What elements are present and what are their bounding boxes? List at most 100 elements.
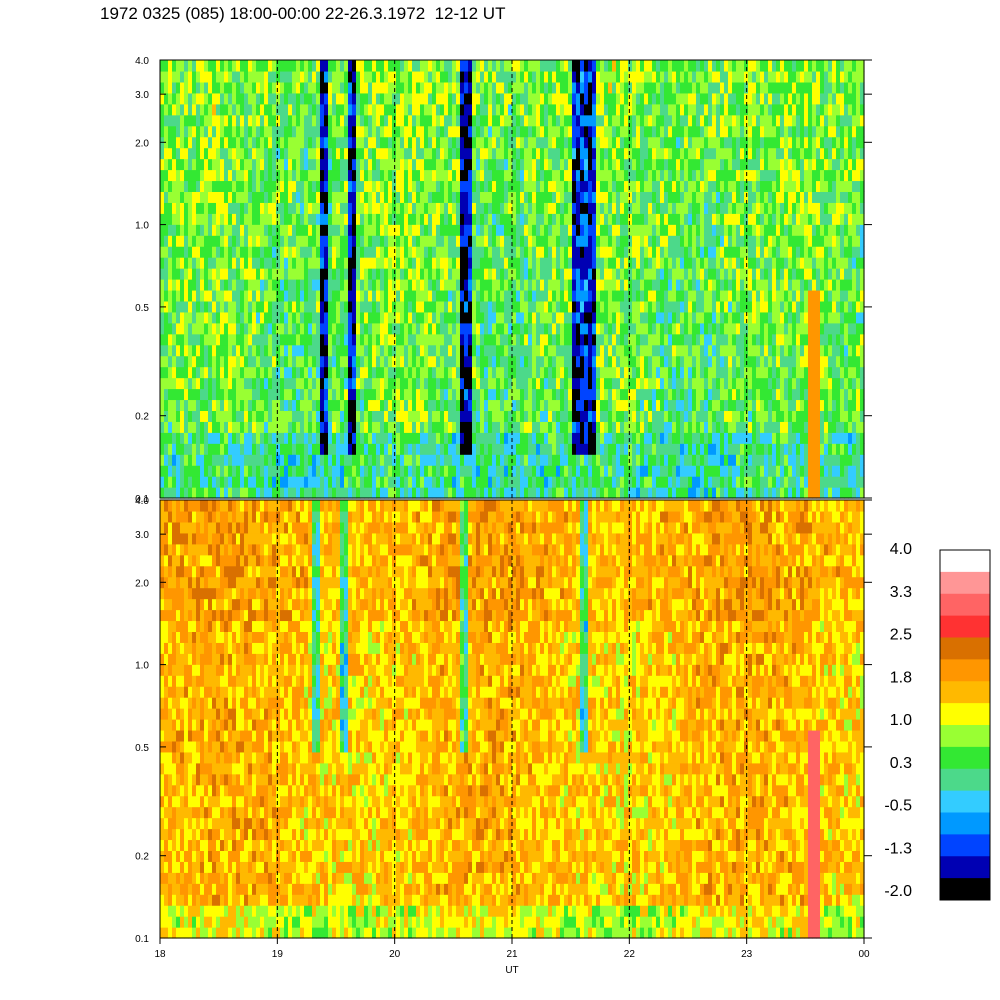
heatmap-cell xyxy=(456,432,461,444)
heatmap-cell xyxy=(612,125,617,138)
heatmap-cell xyxy=(308,388,313,401)
heatmap-cell xyxy=(336,443,341,455)
heatmap-cell xyxy=(304,158,309,171)
heatmap-cell xyxy=(436,136,441,149)
heatmap-cell xyxy=(288,70,293,83)
heatmap-cell xyxy=(596,147,601,160)
heatmap-cell xyxy=(344,421,349,433)
heatmap-cell xyxy=(480,92,485,105)
heatmap-cell xyxy=(232,279,237,291)
heatmap-cell xyxy=(556,213,561,225)
heatmap-cell xyxy=(640,421,645,433)
heatmap-cell xyxy=(568,114,573,127)
heatmap-cell xyxy=(640,202,645,214)
heatmap-cell xyxy=(592,60,597,72)
heatmap-cell xyxy=(344,257,349,269)
heatmap-cell xyxy=(328,169,333,182)
heatmap-cell xyxy=(444,81,449,94)
heatmap-cell xyxy=(628,443,633,455)
heatmap-cell xyxy=(168,235,173,247)
heatmap-cell xyxy=(420,388,425,401)
heatmap-cell xyxy=(396,246,401,258)
heatmap-cell xyxy=(360,60,365,72)
heatmap-cell xyxy=(392,366,397,379)
heatmap-cell xyxy=(584,311,589,324)
heatmap-cell xyxy=(292,136,297,149)
heatmap-cell xyxy=(472,487,477,499)
heatmap-cell xyxy=(288,81,293,94)
heatmap-cell xyxy=(268,114,273,127)
heatmap-cell xyxy=(240,235,245,247)
heatmap-cell xyxy=(516,279,521,291)
heatmap-cell xyxy=(612,92,617,105)
heatmap-cell xyxy=(192,421,197,433)
heatmap-cell xyxy=(384,224,389,236)
heatmap-cell xyxy=(524,311,529,324)
heatmap-cell xyxy=(576,487,581,499)
heatmap-cell xyxy=(464,279,469,291)
heatmap-cell xyxy=(636,81,641,94)
heatmap-cell xyxy=(532,92,537,105)
heatmap-cell xyxy=(168,125,173,138)
heatmap-cell xyxy=(284,136,289,149)
heatmap-cell xyxy=(572,169,577,182)
heatmap-cell xyxy=(448,114,453,127)
heatmap-cell xyxy=(628,114,633,127)
heatmap-cell xyxy=(372,60,377,72)
heatmap-cell xyxy=(544,202,549,214)
heatmap-cell xyxy=(260,169,265,182)
heatmap-cell xyxy=(260,246,265,258)
heatmap-cell xyxy=(448,147,453,160)
heatmap-cell xyxy=(284,92,289,105)
heatmap-cell xyxy=(640,443,645,455)
heatmap-cell xyxy=(364,432,369,444)
heatmap-cell xyxy=(392,158,397,171)
heatmap-cell xyxy=(428,421,433,433)
heatmap-cell xyxy=(280,158,285,171)
heatmap-cell xyxy=(552,125,557,138)
heatmap-cell xyxy=(604,235,609,247)
heatmap-cell xyxy=(292,289,297,302)
heatmap-cell xyxy=(332,355,337,368)
heatmap-cell xyxy=(300,60,305,72)
heatmap-cell xyxy=(328,487,333,499)
heatmap-cell xyxy=(416,279,421,291)
heatmap-cell xyxy=(280,103,285,116)
heatmap-cell xyxy=(568,279,573,291)
heatmap-cell xyxy=(604,213,609,225)
heatmap-cell xyxy=(304,235,309,247)
heatmap-cell xyxy=(364,103,369,116)
heatmap-cell xyxy=(524,158,529,171)
heatmap-cell xyxy=(356,311,361,324)
heatmap-cell xyxy=(160,246,165,258)
heatmap-cell xyxy=(252,136,257,149)
heatmap-cell xyxy=(304,421,309,433)
heatmap-cell xyxy=(504,235,509,247)
heatmap-cell xyxy=(160,344,165,357)
heatmap-cell xyxy=(292,81,297,94)
heatmap-cell xyxy=(540,388,545,401)
heatmap-cell xyxy=(308,224,313,236)
heatmap-cell xyxy=(236,202,241,214)
heatmap-cell xyxy=(244,399,249,411)
heatmap-cell xyxy=(552,410,557,422)
heatmap-cell xyxy=(180,487,185,499)
heatmap-cell xyxy=(288,114,293,127)
heatmap-cell xyxy=(216,399,221,411)
heatmap-cell xyxy=(180,289,185,302)
heatmap-cell xyxy=(452,410,457,422)
heatmap-cell xyxy=(252,476,257,488)
heatmap-cell xyxy=(452,388,457,401)
heatmap-cell xyxy=(492,92,497,105)
heatmap-cell xyxy=(544,279,549,291)
heatmap-cell xyxy=(536,366,541,379)
heatmap-cell xyxy=(420,125,425,138)
heatmap-cell xyxy=(336,476,341,488)
heatmap-cell xyxy=(372,410,377,422)
heatmap-cell xyxy=(600,487,605,499)
heatmap-cell xyxy=(320,366,325,379)
heatmap-cell xyxy=(280,289,285,302)
heatmap-cell xyxy=(188,180,193,192)
heatmap-cell xyxy=(496,147,501,160)
heatmap-cell xyxy=(196,60,201,72)
